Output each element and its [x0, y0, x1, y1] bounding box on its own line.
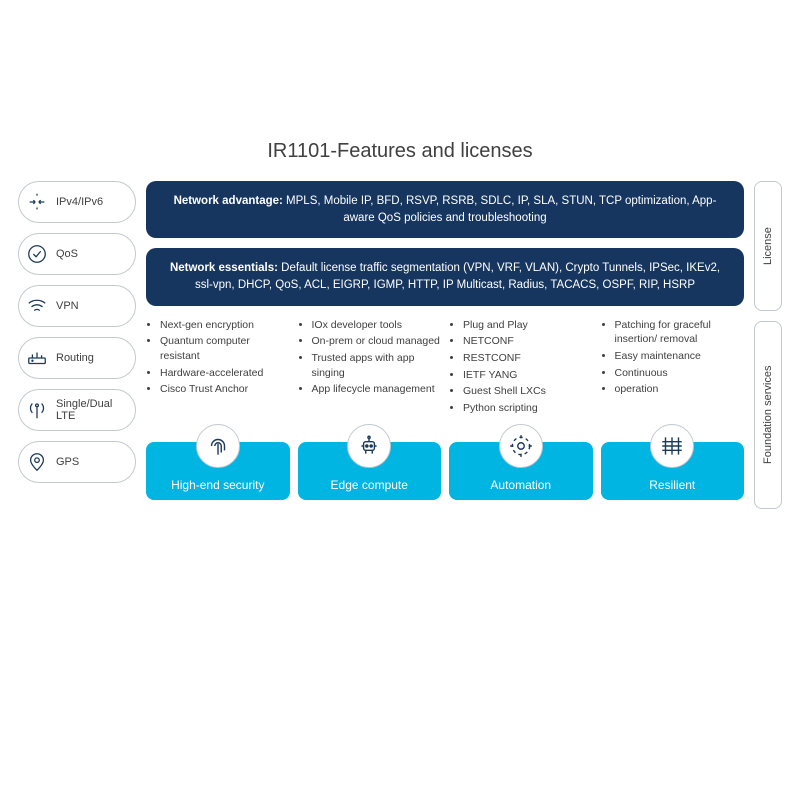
router-icon [25, 346, 49, 370]
feature-pill: Single/Dual LTE [18, 389, 136, 431]
feature-label: QoS [56, 248, 78, 260]
band-bold: Network advantage: [174, 195, 283, 207]
service-title: Edge compute [331, 478, 408, 492]
arrows-in-icon [25, 190, 49, 214]
list-item: Trusted apps with app singing [312, 351, 442, 380]
list-item: Continuous [615, 366, 745, 381]
feature-pill: VPN [18, 285, 136, 327]
service-badge: Resilient [601, 442, 745, 500]
service-title: Automation [490, 478, 551, 492]
gear-icon [499, 424, 543, 468]
list-item: App lifecycle management [312, 382, 442, 397]
service-list: Plug and Play NETCONF RESTCONF IETF YANG… [449, 318, 593, 436]
service-list: Patching for graceful insertion/ removal… [601, 318, 745, 436]
layout-grid: IPv4/IPv6 QoS VPN [18, 181, 782, 509]
feature-pill: GPS [18, 441, 136, 483]
service-badge: High-end security [146, 442, 290, 500]
right-label-column: License Foundation services [754, 181, 782, 509]
wifi-icon [25, 294, 49, 318]
antenna-icon [25, 398, 49, 422]
feature-label: VPN [56, 300, 79, 312]
service-badge: Automation [449, 442, 593, 500]
band-bold: Network essentials: [170, 262, 278, 274]
service-title: High-end security [171, 478, 264, 492]
robot-icon [347, 424, 391, 468]
pin-icon [25, 450, 49, 474]
list-item: operation [615, 382, 745, 397]
list-item: RESTCONF [463, 351, 593, 366]
feature-label: Routing [56, 352, 94, 364]
services-label: Foundation services [754, 321, 782, 509]
feature-label: GPS [56, 456, 79, 468]
feature-pill: Routing [18, 337, 136, 379]
network-advantage-band: Network advantage: MPLS, Mobile IP, BFD,… [146, 181, 744, 238]
foundation-services-row: Next-gen encryption Quantum computer res… [146, 318, 744, 500]
list-item: Patching for graceful insertion/ removal [615, 318, 745, 347]
check-icon [25, 242, 49, 266]
service-badge: Edge compute [298, 442, 442, 500]
grid-icon [650, 424, 694, 468]
list-item: NETCONF [463, 334, 593, 349]
service-column: Next-gen encryption Quantum computer res… [146, 318, 290, 500]
list-item: Cisco Trust Anchor [160, 382, 290, 397]
list-item: Guest Shell LXCs [463, 384, 593, 399]
fingerprint-icon [196, 424, 240, 468]
network-essentials-band: Network essentials: Default license traf… [146, 248, 744, 305]
service-column: Patching for graceful insertion/ removal… [601, 318, 745, 500]
list-item: Hardware-accelerated [160, 366, 290, 381]
list-item: IOx developer tools [312, 318, 442, 333]
feature-label: Single/Dual LTE [56, 398, 125, 422]
band-text: MPLS, Mobile IP, BFD, RSVP, RSRB, SDLC, … [283, 195, 717, 224]
service-list: IOx developer tools On-prem or cloud man… [298, 318, 442, 436]
feature-label: IPv4/IPv6 [56, 196, 103, 208]
list-item: Next-gen encryption [160, 318, 290, 333]
page-title: IR1101-Features and licenses [18, 140, 782, 163]
service-list: Next-gen encryption Quantum computer res… [146, 318, 290, 436]
list-item: Python scripting [463, 401, 593, 416]
service-column: IOx developer tools On-prem or cloud man… [298, 318, 442, 500]
list-item: On-prem or cloud managed [312, 334, 442, 349]
service-column: Plug and Play NETCONF RESTCONF IETF YANG… [449, 318, 593, 500]
feature-pill: IPv4/IPv6 [18, 181, 136, 223]
list-item: Easy maintenance [615, 349, 745, 364]
feature-pill: QoS [18, 233, 136, 275]
center-column: Network advantage: MPLS, Mobile IP, BFD,… [146, 181, 744, 509]
license-label: License [754, 181, 782, 311]
list-item: Plug and Play [463, 318, 593, 333]
list-item: Quantum computer resistant [160, 334, 290, 363]
left-feature-column: IPv4/IPv6 QoS VPN [18, 181, 136, 509]
service-title: Resilient [649, 478, 695, 492]
list-item: IETF YANG [463, 368, 593, 383]
